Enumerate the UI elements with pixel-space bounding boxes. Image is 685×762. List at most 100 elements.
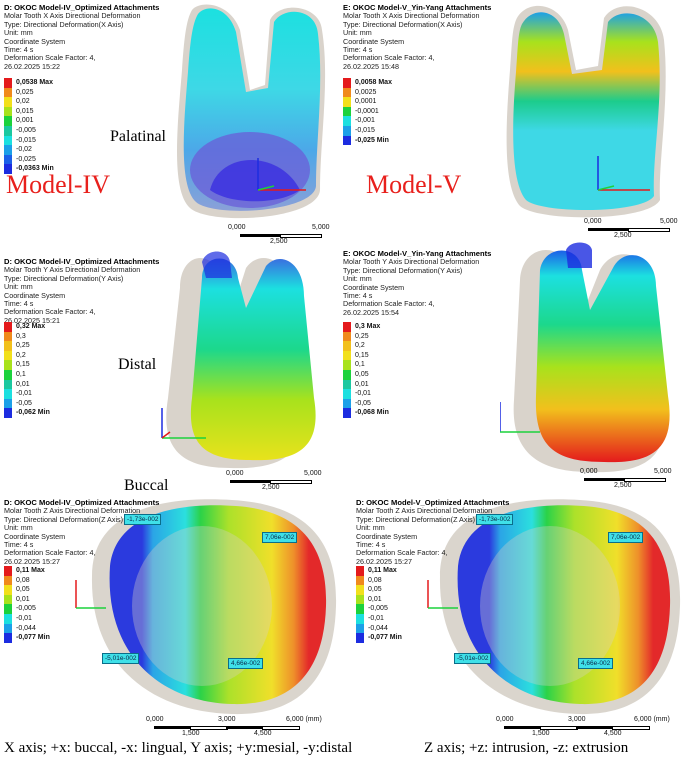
probe-label: 7,06e-002 (262, 532, 298, 543)
panel-header: E: OKOC Model-V_Yin-Yang Attachments Mol… (343, 3, 492, 71)
header-line: Molar Tooth Z Axis Directional Deformati… (4, 506, 141, 516)
scale-label: 1,500 (182, 730, 200, 737)
legend-min: -0,077 Min (16, 634, 50, 642)
header-line: 26.02.2025 15:48 (343, 61, 399, 71)
tooth-render-model-v-y (500, 242, 670, 473)
header-line: Molar Tooth Z Axis Directional Deformati… (356, 506, 493, 516)
scale-label: 5,000 (304, 470, 322, 477)
header-line: Time: 4 s (343, 291, 373, 301)
header-line: Type: Directional Deformation(Y Axis) (4, 273, 124, 283)
scale-label: 3,000 (568, 716, 586, 723)
probe-label: -5,01e-002 (102, 653, 140, 664)
legend-min: -0,068 Min (355, 409, 389, 417)
header-line: Coordinate System (4, 36, 66, 46)
legend-entry: 0,0025 (355, 88, 377, 96)
scale-bar: 0,000 5,000 2,500 (584, 218, 684, 242)
header-line: Molar Tooth X Axis Directional Deformati… (343, 11, 480, 21)
panel-header: D: OKOC Model-V_Optimized Attachments Mo… (356, 498, 510, 566)
legend-entry: 0,025 (16, 88, 34, 96)
header-line: Type: Directional Deformation(Z Axis) (4, 514, 124, 524)
legend-entry: 0,05 (368, 586, 382, 594)
probe-label: 7,06e-002 (608, 532, 644, 543)
probe-label: -1,73e-002 (476, 514, 514, 525)
legend-min: -0,025 Min (355, 136, 389, 144)
header-line: Unit: mm (4, 282, 33, 292)
legend-entry: -0,01 (355, 390, 371, 398)
scale-label: 0,000 (496, 716, 514, 723)
scale-label: 4,500 (254, 730, 272, 737)
scale-label: 0,000 (146, 716, 164, 723)
tooth-render-model-v-z (439, 499, 681, 715)
probe-label: 4,66e-002 (228, 658, 264, 669)
header-line: Type: Directional Deformation(X Axis) (4, 19, 124, 29)
legend-max: 0,32 Max (16, 323, 46, 330)
legend-max: 0,3 Max (355, 323, 381, 330)
header-line: Time: 4 s (4, 540, 34, 550)
header-line: 26.02.2025 15:22 (4, 61, 60, 71)
scale-label: 4,500 (604, 730, 622, 737)
header-line: Time: 4 s (356, 540, 386, 550)
legend-entry: -0,0001 (355, 107, 379, 115)
legend-entry: -0,01 (368, 614, 384, 622)
legend-entry: -0,044 (16, 624, 36, 632)
header-line: Unit: mm (4, 523, 33, 533)
legend-entry: -0,005 (368, 605, 388, 613)
legend-entry: 0,001 (16, 117, 34, 125)
legend-entry: -0,001 (355, 117, 375, 125)
scale-label: 0,000 (228, 224, 246, 231)
legend-entry: 0,15 (355, 351, 369, 359)
header-line: 26.02.2025 15:54 (343, 307, 399, 317)
caption-right: Z axis; +z: intrusion, -z: extrusion (424, 740, 629, 756)
header-line: Time: 4 s (4, 299, 34, 309)
legend-entry: 0,01 (16, 595, 30, 603)
tooth-render-model-iv-z (91, 499, 337, 715)
header-line: Type: Directional Deformation(X Axis) (343, 19, 463, 29)
legend-entry: 0,2 (16, 351, 26, 359)
legend-max: 0,0058 Max (355, 79, 392, 86)
legend-entry: 0,05 (16, 586, 30, 594)
header-line: Deformation Scale Factor: 4, (343, 53, 435, 63)
legend-entry: 0,0001 (355, 98, 377, 106)
scale-bar: 0,000 3,000 6,000 (mm) 1,500 4,500 (496, 716, 684, 740)
header-line: Deformation Scale Factor: 4, (356, 548, 448, 558)
header-line: 26.02.2025 15:27 (4, 556, 60, 566)
scale-label: 1,500 (532, 730, 550, 737)
legend-min: -0,0363 Min (16, 165, 54, 173)
legend-entry: -0,025 (16, 155, 36, 163)
legend-entry: 0,02 (16, 98, 30, 106)
legend-min: -0,077 Min (368, 634, 402, 642)
scale-label: 6,000 (mm) (286, 716, 322, 723)
header-line: Coordinate System (343, 36, 405, 46)
legend-min: -0,062 Min (16, 409, 50, 417)
header-line: Time: 4 s (4, 45, 34, 55)
legend-max: 0,11 Max (16, 567, 45, 574)
panel-header: D: OKOC Model-IV_Optimized Attachments M… (4, 257, 159, 325)
header-title: D: OKOC Model-V_Optimized Attachments (356, 498, 510, 507)
legend-entry: 0,25 (355, 332, 369, 340)
legend-entry: -0,015 (16, 136, 36, 144)
caption-left: X axis; +x: buccal, -x: lingual, Y axis;… (4, 740, 353, 756)
header-line: Molar Tooth Y Axis Directional Deformati… (4, 265, 141, 275)
header-line: Unit: mm (343, 274, 372, 284)
legend-entry: 0,1 (355, 361, 365, 369)
scale-label: 2,500 (270, 238, 288, 245)
header-line: 26.02.2025 15:21 (4, 315, 60, 325)
scale-bar: 0,000 3,000 6,000 (mm) 1,500 4,500 (146, 716, 336, 740)
scale-label: 5,000 (660, 218, 678, 225)
legend-entry: -0,005 (16, 605, 36, 613)
header-title: E: OKOC Model-V_Yin-Yang Attachments (343, 249, 492, 258)
legend-entry: 0,08 (16, 576, 30, 584)
scale-label: 5,000 (654, 468, 672, 475)
view-label-palatinal: Palatinal (110, 128, 166, 145)
header-line: Unit: mm (4, 28, 33, 38)
header-line: Time: 4 s (343, 45, 373, 55)
legend-entry: 0,01 (355, 380, 369, 388)
legend-entry: 0,2 (355, 342, 365, 350)
scale-label: 3,000 (218, 716, 236, 723)
panel-header: D: OKOC Model-IV_Optimized Attachments M… (4, 498, 159, 566)
legend-entry: 0,015 (16, 107, 34, 115)
header-title: E: OKOC Model-V_Yin-Yang Attachments (343, 3, 492, 12)
scale-label: 2,500 (614, 482, 632, 489)
header-line: Deformation Scale Factor: 4, (4, 307, 96, 317)
legend-entry: -0,05 (16, 399, 32, 407)
